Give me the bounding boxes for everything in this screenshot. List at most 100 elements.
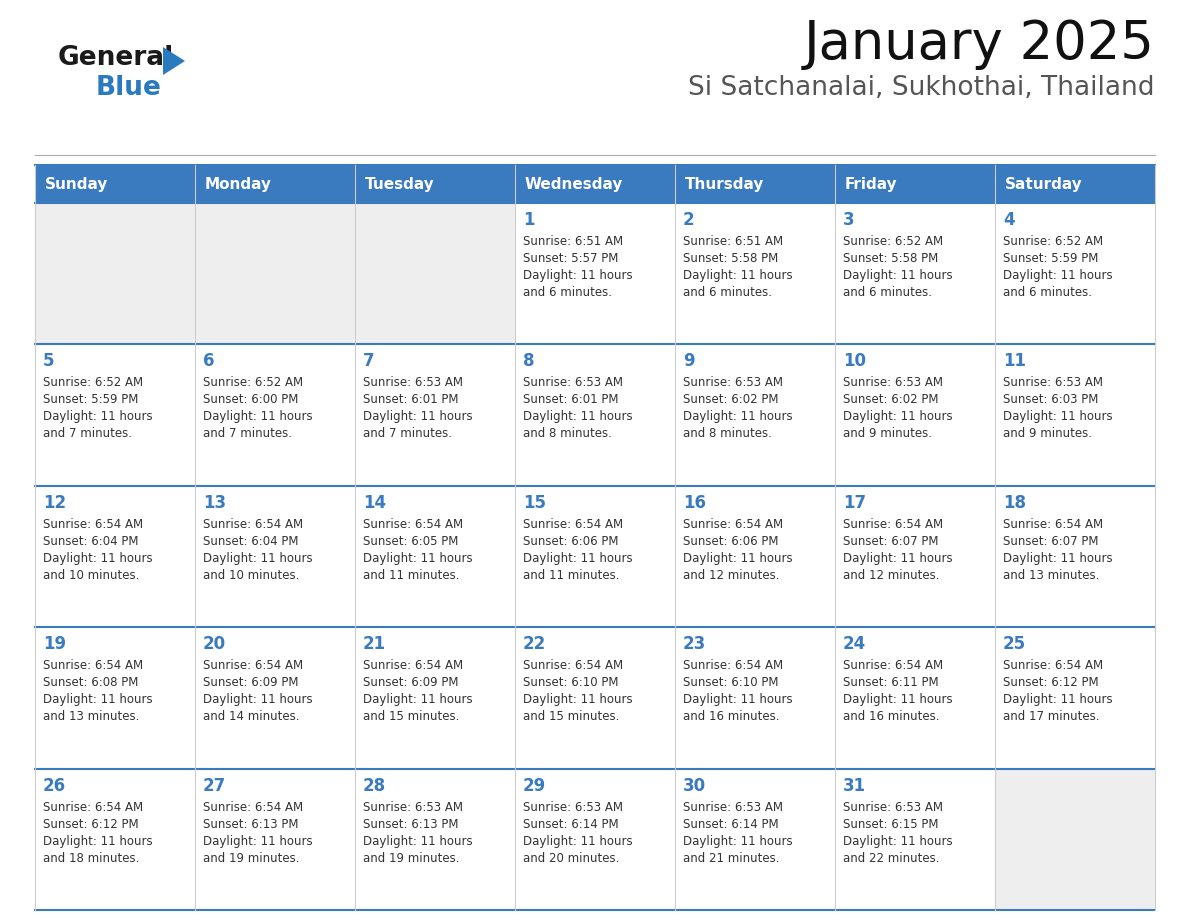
Text: Daylight: 11 hours: Daylight: 11 hours xyxy=(523,269,633,282)
Text: Sunrise: 6:52 AM: Sunrise: 6:52 AM xyxy=(43,376,143,389)
Text: Daylight: 11 hours: Daylight: 11 hours xyxy=(843,552,953,565)
Text: Sunrise: 6:54 AM: Sunrise: 6:54 AM xyxy=(43,518,143,531)
Text: 9: 9 xyxy=(683,353,695,370)
Text: 2: 2 xyxy=(683,211,695,229)
Text: and 13 minutes.: and 13 minutes. xyxy=(1003,569,1099,582)
Text: 23: 23 xyxy=(683,635,706,654)
Text: Sunrise: 6:54 AM: Sunrise: 6:54 AM xyxy=(43,800,143,813)
Text: and 7 minutes.: and 7 minutes. xyxy=(43,428,132,441)
Text: 11: 11 xyxy=(1003,353,1026,370)
Bar xyxy=(34,768,195,910)
Text: Sunrise: 6:53 AM: Sunrise: 6:53 AM xyxy=(683,376,783,389)
Bar xyxy=(835,768,996,910)
Text: Sunrise: 6:54 AM: Sunrise: 6:54 AM xyxy=(203,800,303,813)
Polygon shape xyxy=(163,47,185,75)
Bar xyxy=(516,344,675,486)
Text: Daylight: 11 hours: Daylight: 11 hours xyxy=(683,552,792,565)
Text: Sunset: 6:03 PM: Sunset: 6:03 PM xyxy=(1003,394,1099,407)
Text: Sunrise: 6:51 AM: Sunrise: 6:51 AM xyxy=(523,235,624,248)
Bar xyxy=(516,165,675,203)
Text: Sunset: 6:07 PM: Sunset: 6:07 PM xyxy=(843,535,939,548)
Text: 19: 19 xyxy=(43,635,67,654)
Text: Sunset: 6:14 PM: Sunset: 6:14 PM xyxy=(523,818,619,831)
Bar xyxy=(195,486,355,627)
Text: 16: 16 xyxy=(683,494,706,512)
Text: and 9 minutes.: and 9 minutes. xyxy=(1003,428,1092,441)
Text: Monday: Monday xyxy=(206,176,272,192)
Text: 26: 26 xyxy=(43,777,67,795)
Text: Sunrise: 6:53 AM: Sunrise: 6:53 AM xyxy=(843,376,943,389)
Text: and 12 minutes.: and 12 minutes. xyxy=(683,569,779,582)
Text: Daylight: 11 hours: Daylight: 11 hours xyxy=(1003,693,1113,706)
Text: Sunset: 6:10 PM: Sunset: 6:10 PM xyxy=(683,677,778,689)
Bar xyxy=(516,203,675,344)
Bar xyxy=(996,344,1155,486)
Bar xyxy=(996,627,1155,768)
Text: and 14 minutes.: and 14 minutes. xyxy=(203,711,299,723)
Text: and 10 minutes.: and 10 minutes. xyxy=(203,569,299,582)
Text: 22: 22 xyxy=(523,635,546,654)
Text: and 6 minutes.: and 6 minutes. xyxy=(523,286,612,299)
Text: and 19 minutes.: and 19 minutes. xyxy=(203,852,299,865)
Text: 29: 29 xyxy=(523,777,546,795)
Text: Sunset: 6:04 PM: Sunset: 6:04 PM xyxy=(203,535,298,548)
Text: Sunset: 6:06 PM: Sunset: 6:06 PM xyxy=(523,535,619,548)
Text: and 11 minutes.: and 11 minutes. xyxy=(523,569,619,582)
Bar xyxy=(835,165,996,203)
Bar xyxy=(355,768,516,910)
Text: Sunrise: 6:51 AM: Sunrise: 6:51 AM xyxy=(683,235,783,248)
Text: Sunset: 6:02 PM: Sunset: 6:02 PM xyxy=(683,394,778,407)
Bar xyxy=(34,344,195,486)
Text: 15: 15 xyxy=(523,494,546,512)
Text: 18: 18 xyxy=(1003,494,1026,512)
Text: 21: 21 xyxy=(364,635,386,654)
Text: Sunrise: 6:53 AM: Sunrise: 6:53 AM xyxy=(683,800,783,813)
Bar xyxy=(675,203,835,344)
Text: Sunrise: 6:54 AM: Sunrise: 6:54 AM xyxy=(203,659,303,672)
Text: 12: 12 xyxy=(43,494,67,512)
Text: and 11 minutes.: and 11 minutes. xyxy=(364,569,460,582)
Bar xyxy=(996,165,1155,203)
Text: and 12 minutes.: and 12 minutes. xyxy=(843,569,940,582)
Text: 14: 14 xyxy=(364,494,386,512)
Text: 30: 30 xyxy=(683,777,706,795)
Bar xyxy=(996,768,1155,910)
Text: and 17 minutes.: and 17 minutes. xyxy=(1003,711,1100,723)
Text: Sunset: 6:13 PM: Sunset: 6:13 PM xyxy=(203,818,298,831)
Text: Sunrise: 6:54 AM: Sunrise: 6:54 AM xyxy=(843,659,943,672)
Text: and 6 minutes.: and 6 minutes. xyxy=(1003,286,1092,299)
Text: Sunset: 6:12 PM: Sunset: 6:12 PM xyxy=(43,818,139,831)
Bar xyxy=(195,768,355,910)
Bar xyxy=(675,627,835,768)
Text: Sunrise: 6:53 AM: Sunrise: 6:53 AM xyxy=(523,800,623,813)
Text: Sunset: 6:02 PM: Sunset: 6:02 PM xyxy=(843,394,939,407)
Text: 5: 5 xyxy=(43,353,55,370)
Text: Saturday: Saturday xyxy=(1005,176,1082,192)
Text: Daylight: 11 hours: Daylight: 11 hours xyxy=(683,693,792,706)
Text: Sunset: 6:12 PM: Sunset: 6:12 PM xyxy=(1003,677,1099,689)
Text: Daylight: 11 hours: Daylight: 11 hours xyxy=(843,269,953,282)
Text: Sunrise: 6:54 AM: Sunrise: 6:54 AM xyxy=(1003,518,1104,531)
Text: 25: 25 xyxy=(1003,635,1026,654)
Text: Sunset: 6:04 PM: Sunset: 6:04 PM xyxy=(43,535,139,548)
Text: Sunrise: 6:53 AM: Sunrise: 6:53 AM xyxy=(364,800,463,813)
Text: Sunrise: 6:54 AM: Sunrise: 6:54 AM xyxy=(843,518,943,531)
Bar xyxy=(835,344,996,486)
Text: Daylight: 11 hours: Daylight: 11 hours xyxy=(43,552,152,565)
Text: 31: 31 xyxy=(843,777,866,795)
Bar xyxy=(675,165,835,203)
Text: 3: 3 xyxy=(843,211,854,229)
Text: Sunset: 5:58 PM: Sunset: 5:58 PM xyxy=(683,252,778,265)
Text: and 22 minutes.: and 22 minutes. xyxy=(843,852,940,865)
Text: and 21 minutes.: and 21 minutes. xyxy=(683,852,779,865)
Bar xyxy=(835,627,996,768)
Text: Sunset: 6:06 PM: Sunset: 6:06 PM xyxy=(683,535,778,548)
Text: Sunset: 5:59 PM: Sunset: 5:59 PM xyxy=(1003,252,1099,265)
Text: General: General xyxy=(58,45,175,71)
Text: Sunrise: 6:52 AM: Sunrise: 6:52 AM xyxy=(843,235,943,248)
Text: Daylight: 11 hours: Daylight: 11 hours xyxy=(843,693,953,706)
Bar xyxy=(34,203,195,344)
Text: 20: 20 xyxy=(203,635,226,654)
Bar xyxy=(355,627,516,768)
Text: Sunset: 6:01 PM: Sunset: 6:01 PM xyxy=(364,394,459,407)
